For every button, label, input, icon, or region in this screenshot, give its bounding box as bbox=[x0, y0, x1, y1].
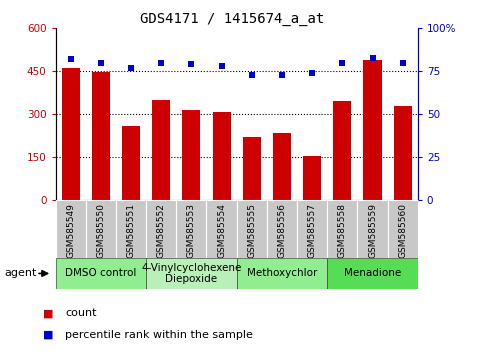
Bar bbox=[116, 200, 146, 258]
Text: DMSO control: DMSO control bbox=[65, 268, 137, 279]
Bar bbox=[56, 258, 146, 289]
Bar bbox=[297, 200, 327, 258]
Bar bbox=[176, 200, 207, 258]
Text: Menadione: Menadione bbox=[344, 268, 401, 279]
Bar bbox=[146, 258, 237, 289]
Text: GSM585559: GSM585559 bbox=[368, 203, 377, 258]
Bar bbox=[92, 72, 110, 200]
Text: GSM585558: GSM585558 bbox=[338, 203, 347, 258]
Bar bbox=[303, 156, 321, 200]
Text: GSM585553: GSM585553 bbox=[187, 203, 196, 258]
Text: GSM585555: GSM585555 bbox=[247, 203, 256, 258]
Text: GSM585552: GSM585552 bbox=[156, 203, 166, 258]
Bar bbox=[273, 133, 291, 200]
Bar bbox=[207, 200, 237, 258]
Bar bbox=[357, 200, 388, 258]
Text: ■: ■ bbox=[43, 308, 54, 318]
Bar bbox=[364, 60, 382, 200]
Text: ■: ■ bbox=[43, 330, 54, 339]
Text: Methoxychlor: Methoxychlor bbox=[247, 268, 317, 279]
Bar bbox=[327, 258, 418, 289]
Bar bbox=[333, 101, 352, 200]
Bar bbox=[62, 68, 80, 200]
Text: GSM585557: GSM585557 bbox=[308, 203, 317, 258]
Bar bbox=[237, 200, 267, 258]
Bar bbox=[267, 200, 297, 258]
Text: GSM585551: GSM585551 bbox=[127, 203, 136, 258]
Bar bbox=[152, 100, 170, 200]
Text: GSM585556: GSM585556 bbox=[277, 203, 286, 258]
Bar bbox=[388, 200, 418, 258]
Text: GSM585549: GSM585549 bbox=[66, 203, 75, 258]
Text: GSM585554: GSM585554 bbox=[217, 203, 226, 258]
Bar bbox=[146, 200, 176, 258]
Bar bbox=[242, 137, 261, 200]
Text: count: count bbox=[65, 308, 97, 318]
Text: 4-Vinylcyclohexene
Diepoxide: 4-Vinylcyclohexene Diepoxide bbox=[141, 263, 242, 284]
Bar bbox=[327, 200, 357, 258]
Bar bbox=[237, 258, 327, 289]
Bar bbox=[213, 112, 231, 200]
Bar bbox=[394, 105, 412, 200]
Bar bbox=[122, 126, 140, 200]
Bar bbox=[86, 200, 116, 258]
Text: GSM585550: GSM585550 bbox=[96, 203, 105, 258]
Text: GSM585560: GSM585560 bbox=[398, 203, 407, 258]
Text: agent: agent bbox=[5, 268, 37, 279]
Bar bbox=[183, 110, 200, 200]
Text: percentile rank within the sample: percentile rank within the sample bbox=[65, 330, 253, 339]
Bar bbox=[56, 200, 86, 258]
Text: GDS4171 / 1415674_a_at: GDS4171 / 1415674_a_at bbox=[140, 12, 324, 27]
